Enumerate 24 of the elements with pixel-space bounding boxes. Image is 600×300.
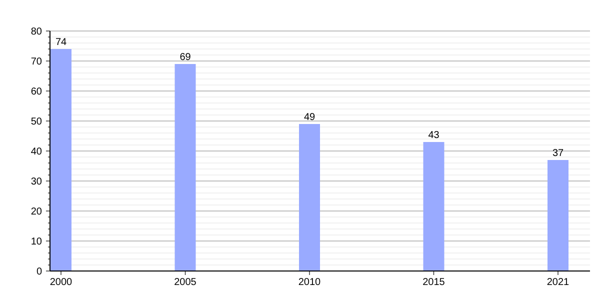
bar: [174, 64, 196, 271]
x-tick-label: 2010: [298, 277, 322, 288]
x-tick-label: 2000: [50, 277, 73, 288]
data-label: 74: [55, 37, 67, 48]
y-tick-label: 40: [30, 146, 42, 158]
y-tick-label: 30: [30, 176, 42, 188]
bar: [423, 142, 444, 271]
bar: [299, 124, 320, 271]
y-tick-label: 10: [30, 236, 42, 248]
y-tick-label: 0: [36, 266, 42, 278]
y-tick-label: 80: [30, 26, 42, 38]
data-label: 43: [428, 130, 440, 141]
y-tick-label: 20: [30, 206, 42, 218]
data-label: 49: [304, 112, 316, 123]
x-tick-label: 2021: [546, 277, 570, 288]
y-tick-label: 70: [30, 56, 42, 68]
bar: [548, 160, 568, 271]
x-tick-label: 2015: [422, 277, 446, 288]
data-label: 69: [180, 52, 192, 63]
y-tick-label: 60: [30, 86, 42, 98]
y-tick-label: 50: [30, 116, 42, 128]
x-tick-label: 2005: [174, 277, 197, 288]
bar: [50, 49, 72, 271]
data-label: 37: [552, 148, 564, 159]
